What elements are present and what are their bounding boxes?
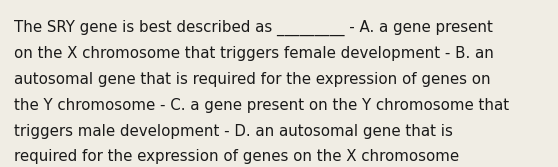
Text: required for the expression of genes on the X chromosome: required for the expression of genes on … — [14, 149, 459, 164]
Text: autosomal gene that is required for the expression of genes on: autosomal gene that is required for the … — [14, 72, 490, 87]
Text: triggers male development - D. an autosomal gene that is: triggers male development - D. an autoso… — [14, 124, 453, 139]
Text: on the X chromosome that triggers female development - B. an: on the X chromosome that triggers female… — [14, 46, 494, 61]
Text: The SRY gene is best described as _________ - A. a gene present: The SRY gene is best described as ______… — [14, 20, 493, 36]
Text: the Y chromosome - C. a gene present on the Y chromosome that: the Y chromosome - C. a gene present on … — [14, 98, 509, 113]
